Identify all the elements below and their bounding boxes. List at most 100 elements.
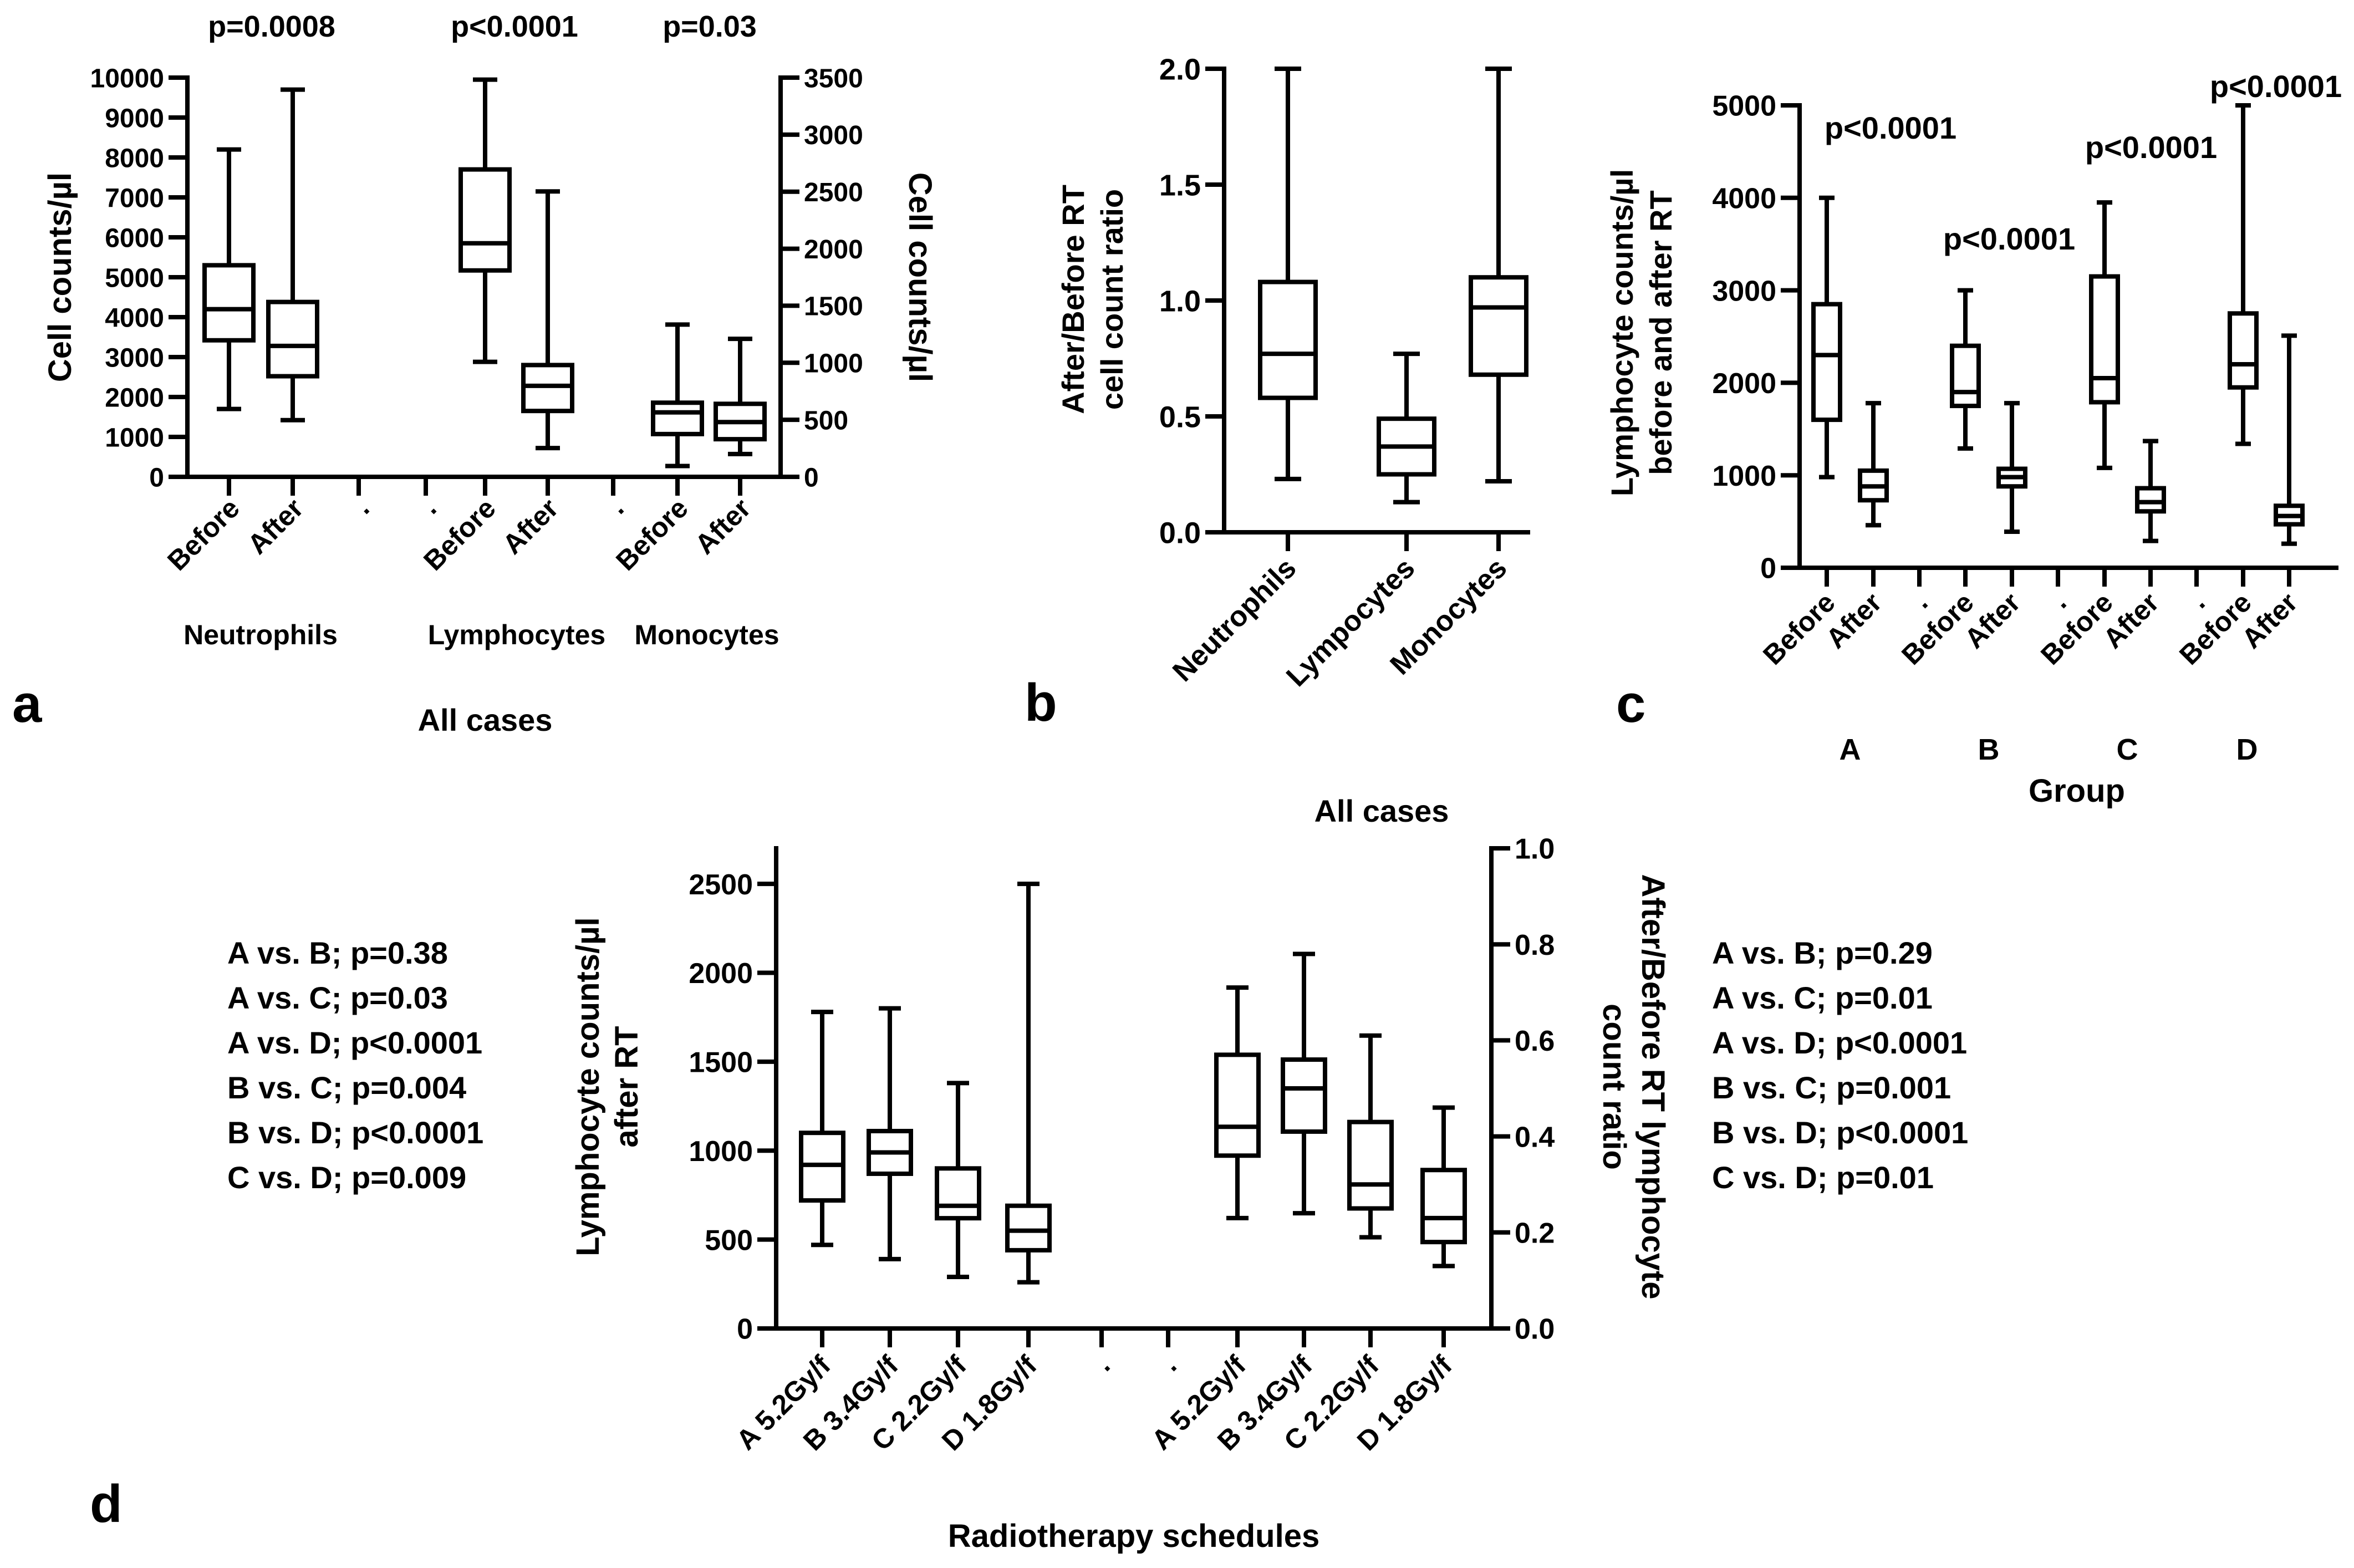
c-x-tick-label: After [1959, 587, 2026, 654]
c-box-0-iqr-box [1811, 302, 1842, 422]
c-y-axis-title-line: before and after RT [1643, 190, 1678, 475]
a-group-label: Neutrophils [184, 619, 338, 650]
a-group-label: Monocytes [634, 619, 779, 650]
a-y-tick-label: 4000 [105, 303, 164, 333]
a-y-tick-label: 10000 [90, 64, 164, 93]
a-box-0-iqr-box [202, 263, 256, 343]
d-y-axis-title-right-line: After/Before RT lymphocyte [1635, 874, 1671, 1299]
d-comparison-right: A vs. D; p<0.0001 [1712, 1025, 1967, 1060]
a-x-tick-label: Before [161, 492, 246, 577]
a-y-tick-label-right: 0 [804, 463, 819, 492]
c-y-tick-label: 5000 [1712, 90, 1776, 123]
c-x-tick-label: After [2097, 587, 2165, 654]
a-x-tick-label: After [242, 492, 309, 560]
a-y-tick-label-right: 500 [804, 406, 848, 435]
c-p-value: p<0.0001 [1825, 110, 1956, 145]
b-y-axis-title-line: cell count ratio [1094, 189, 1129, 410]
c-y-tick-label: 2000 [1712, 368, 1776, 400]
a-y-tick-label: 6000 [105, 223, 164, 253]
a-x-tick-label: . [415, 492, 442, 520]
c-y-axis-title-line: Lymphocyte counts/µl [1604, 169, 1639, 496]
c-y-tick-label: 4000 [1712, 183, 1776, 215]
d-comparison-left: B vs. C; p=0.004 [227, 1070, 466, 1105]
d-box-5-iqr-box [1281, 1057, 1327, 1134]
d-y-axis-title: Lymphocyte counts/µlafter RT [570, 917, 645, 1256]
c-x-tick-label: After [1820, 587, 1888, 654]
d-comparison-left: A vs. D; p<0.0001 [227, 1025, 482, 1060]
a-y-tick-label-right: 3000 [804, 121, 863, 150]
a-y-tick-label: 3000 [105, 343, 164, 373]
d-comparison-right: B vs. D; p<0.0001 [1712, 1115, 1968, 1150]
a-x-tick-label: . [348, 492, 375, 520]
d-x-tick-label: . [1155, 1350, 1182, 1377]
c-group-label: B [1978, 733, 2000, 766]
a-box-2-iqr-box [458, 167, 512, 273]
d-y-tick-label-right: 1.0 [1515, 833, 1555, 866]
b-y-tick-label: 1.5 [1159, 169, 1201, 202]
c-group-label: D [2236, 733, 2258, 766]
a-y-tick-label: 8000 [105, 144, 164, 173]
d-comparison-left: A vs. B; p=0.38 [227, 935, 448, 970]
a-p-value: p=0.03 [663, 10, 757, 43]
c-box-6-iqr-box [2228, 311, 2259, 390]
b-y-tick-label: 0.0 [1159, 516, 1201, 549]
a-group-label: Lymphocytes [428, 619, 605, 650]
d-y-axis-title-line: after RT [609, 1026, 645, 1147]
d-box-4-iqr-box [1214, 1052, 1261, 1158]
a-x-tick-label: After [497, 492, 564, 560]
c-box-4-iqr-box [2089, 274, 2120, 405]
c-x-axis-title: Group [2029, 773, 2125, 809]
a-x-tick-label: Before [610, 492, 694, 577]
a-y-tick-label-right: 3500 [804, 64, 863, 93]
d-y-axis-title-line: Lymphocyte counts/µl [570, 917, 606, 1256]
a-y-axis-title: Cell counts/µl [42, 172, 78, 382]
b-box-2-iqr-box [1469, 275, 1528, 377]
d-y-tick-label: 1000 [689, 1136, 753, 1168]
d-y-tick-label: 1500 [689, 1047, 753, 1079]
c-box-2-iqr-box [1950, 343, 1981, 409]
d-box-2-iqr-box [935, 1166, 981, 1221]
a-p-value: p=0.0008 [208, 10, 335, 43]
a-box-1-iqr-box [266, 299, 319, 379]
c-y-tick-label: 3000 [1712, 275, 1776, 307]
b-y-axis-title: After/Before RT cell count ratio [1056, 185, 1129, 414]
c-x-tick-label: . [2183, 587, 2210, 614]
panel-label-c: c [1616, 674, 1645, 734]
d-y-tick-label: 2500 [689, 869, 753, 901]
d-comparison-right: C vs. D; p=0.01 [1712, 1160, 1934, 1195]
d-y-tick-label: 2000 [689, 958, 753, 990]
d-comparison-right: A vs. B; p=0.29 [1712, 935, 1933, 970]
d-comparison-left: C vs. D; p=0.009 [227, 1160, 466, 1195]
a-x-tick-label: After [689, 492, 757, 560]
b-y-axis-title-line: After/Before RT [1056, 185, 1091, 414]
b-y-tick-label: 0.5 [1159, 400, 1201, 434]
a-x-tick-label: . [602, 492, 629, 520]
d-x-tick-label: . [1088, 1350, 1115, 1377]
d-y-tick-label-right: 0.2 [1515, 1218, 1555, 1250]
a-y-tick-label: 7000 [105, 184, 164, 213]
c-group-label: A [1840, 733, 1861, 766]
c-y-axis-title: Lymphocyte counts/µl before and after RT [1604, 169, 1678, 496]
a-y-tick-label-right: 2500 [804, 178, 863, 207]
d-y-tick-label-right: 0.4 [1515, 1121, 1555, 1153]
d-box-7-iqr-box [1420, 1168, 1467, 1245]
panel-a-chart: 0100020003000400050006000700080009000100… [12, 10, 938, 737]
c-p-value: p<0.0001 [2085, 130, 2217, 165]
panel-label-a: a [12, 674, 42, 734]
c-box-5-iqr-box [2135, 486, 2166, 514]
d-y-tick-label-right: 0.8 [1515, 929, 1555, 961]
d-box-3-iqr-box [1005, 1203, 1052, 1253]
a-y-tick-label-right: 1000 [804, 349, 863, 379]
c-y-tick-label: 0 [1760, 553, 1776, 585]
c-y-tick-label: 1000 [1712, 460, 1776, 492]
d-box-6-iqr-box [1347, 1119, 1394, 1211]
c-x-tick-label: . [1906, 587, 1933, 614]
a-y-tick-label-right: 1500 [804, 292, 863, 322]
b-y-tick-label: 1.0 [1159, 284, 1201, 318]
d-y-tick-label-right: 0.0 [1515, 1314, 1555, 1346]
d-y-axis-title-right-line: count ratio [1596, 1004, 1632, 1170]
c-x-tick-label: After [2236, 587, 2304, 654]
d-chart-title: All cases [1314, 793, 1449, 828]
